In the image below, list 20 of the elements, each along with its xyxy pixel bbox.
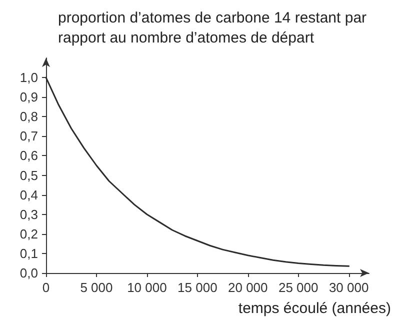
x-tick-label: 10 000	[127, 280, 167, 295]
x-tick-label: 0	[42, 280, 50, 295]
y-tick-label: 0,2	[20, 226, 38, 242]
x-tick-label: 5 000	[80, 280, 113, 295]
y-tick-label: 0,7	[20, 128, 38, 144]
y-tick-label: 0,6	[20, 148, 38, 164]
y-axis-title: proportion d’atomes de carbone 14 restant par rapport au nombre d’atomes de départ	[58, 10, 371, 46]
y-tick-label: 0,0	[20, 266, 38, 280]
y-tick-label: 0,5	[20, 168, 38, 183]
y-tick-label: 0,9	[20, 90, 38, 105]
y-tick-label: 0,1	[20, 246, 38, 261]
x-tick-label: 15 000	[178, 280, 218, 295]
y-tick-label: 1,0	[20, 70, 38, 86]
y-tick-label: 0,8	[20, 109, 38, 124]
y-tick-label: 0,4	[20, 187, 38, 202]
x-tick-label: 25 000	[278, 280, 318, 295]
x-tick-label: 30 000	[328, 280, 369, 295]
x-tick-label: 20 000	[228, 280, 268, 295]
y-tick-label: 0,3	[20, 206, 38, 222]
x-axis-title: temps écoulé (années)	[238, 300, 391, 317]
